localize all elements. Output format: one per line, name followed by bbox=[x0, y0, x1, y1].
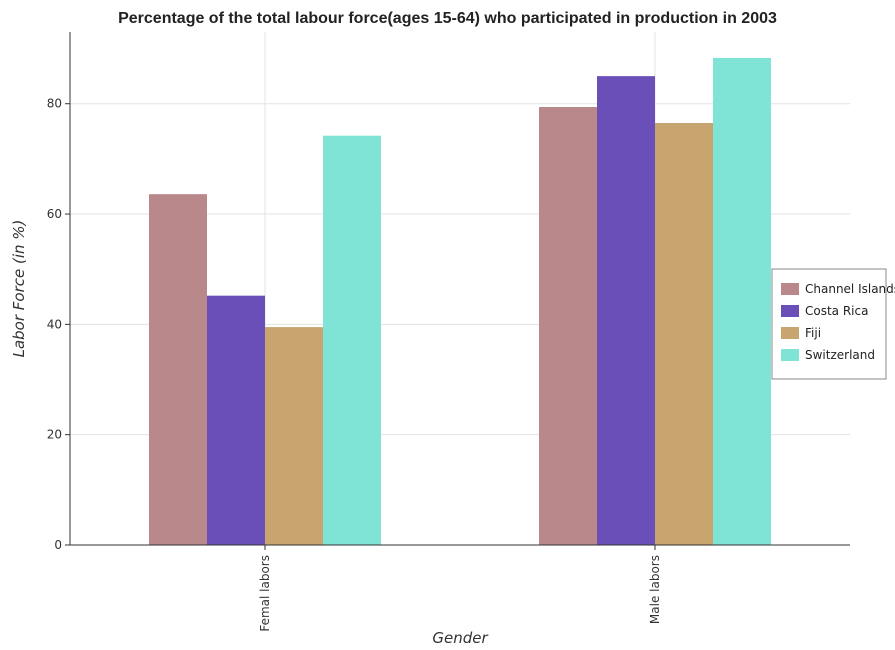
y-tick-label: 60 bbox=[47, 207, 62, 221]
bar bbox=[149, 194, 207, 545]
x-tick-label: Male labors bbox=[648, 555, 662, 624]
chart-title: Percentage of the total labour force(age… bbox=[118, 10, 777, 27]
legend-label: Channel Islands bbox=[805, 282, 895, 296]
legend-label: Costa Rica bbox=[805, 304, 868, 318]
x-tick-label: Femal labors bbox=[258, 555, 272, 632]
bar bbox=[655, 123, 713, 546]
legend-swatch bbox=[781, 305, 799, 317]
bar bbox=[539, 107, 597, 546]
legend-swatch bbox=[781, 327, 799, 339]
bar bbox=[207, 295, 265, 545]
bar bbox=[265, 327, 323, 545]
legend-label: Switzerland bbox=[805, 348, 875, 362]
x-axis-label: Gender bbox=[432, 629, 488, 647]
bar bbox=[713, 57, 771, 545]
legend-swatch bbox=[781, 283, 799, 295]
y-tick-label: 20 bbox=[47, 428, 62, 442]
legend-label: Fiji bbox=[805, 326, 821, 340]
legend-swatch bbox=[781, 349, 799, 361]
bar bbox=[323, 135, 381, 545]
y-tick-label: 40 bbox=[47, 317, 62, 331]
bar bbox=[597, 76, 655, 546]
y-tick-label: 0 bbox=[54, 538, 62, 552]
y-tick-label: 80 bbox=[47, 97, 62, 111]
y-axis-label: Labor Force (in %) bbox=[10, 220, 28, 358]
